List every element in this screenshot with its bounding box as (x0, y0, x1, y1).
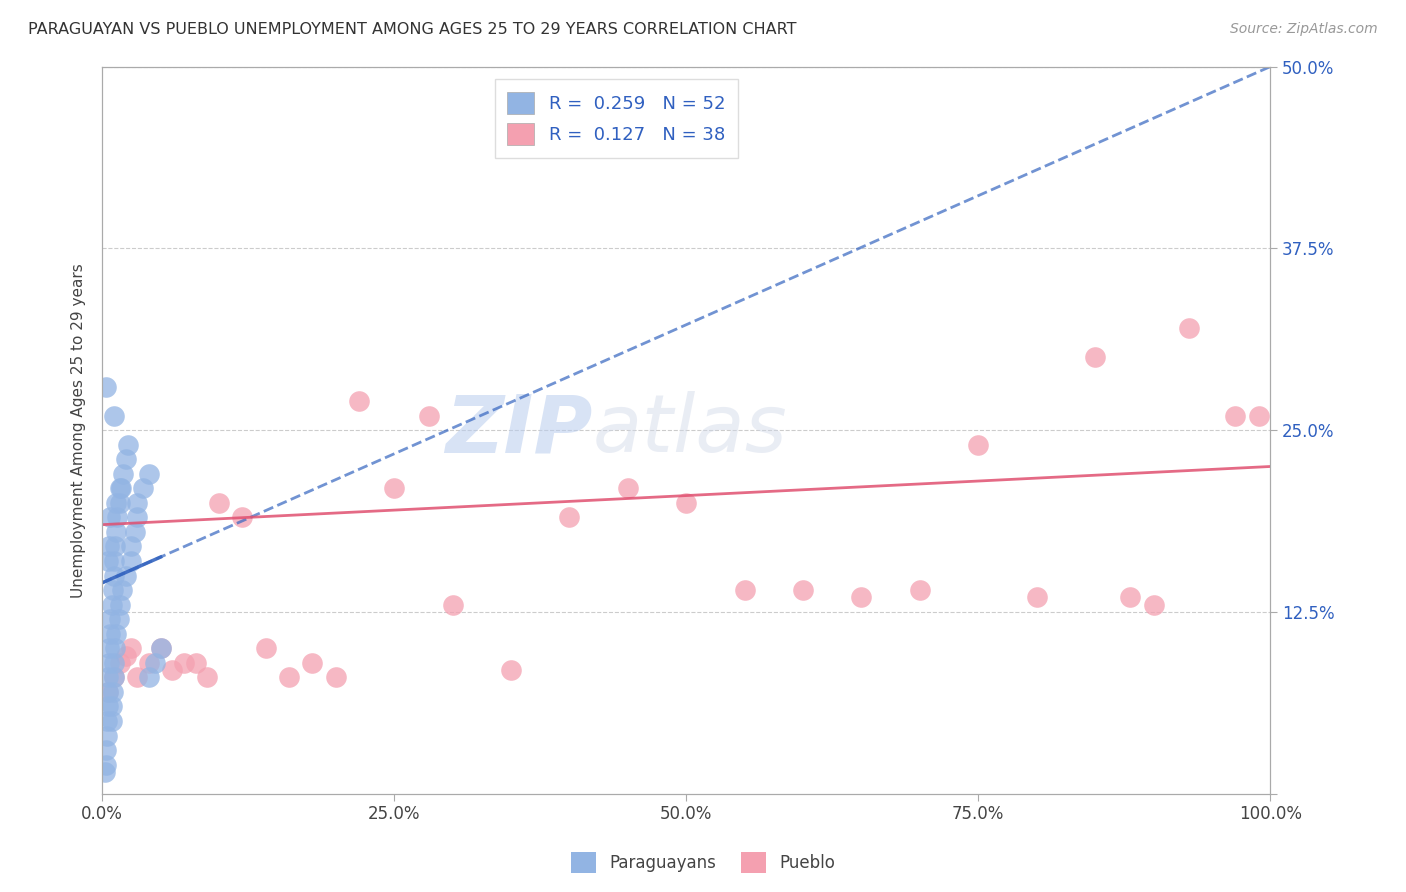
Point (851, 591, 873, 605)
Point (100, 626, 122, 640)
Point (108, 496, 131, 510)
Point (111, 583, 134, 598)
Point (1247, 409, 1270, 423)
Point (108, 598, 131, 612)
Point (108, 656, 131, 670)
Point (132, 481, 155, 495)
Point (127, 496, 149, 510)
Point (94, 743, 117, 757)
Point (94, 757, 117, 772)
Point (100, 699, 122, 714)
Point (107, 612, 129, 626)
Text: atlas: atlas (593, 391, 787, 469)
Point (120, 641, 142, 656)
Point (100, 714, 122, 728)
Point (1225, 409, 1247, 423)
Point (105, 524, 128, 539)
Point (967, 438, 990, 452)
Point (208, 496, 231, 510)
Point (138, 656, 160, 670)
Point (114, 568, 136, 582)
Point (617, 481, 640, 495)
Point (127, 510, 149, 524)
Point (138, 670, 160, 684)
Point (114, 648, 136, 663)
Point (105, 496, 128, 510)
Point (103, 409, 125, 423)
Point (104, 641, 127, 656)
Point (195, 670, 218, 684)
Point (149, 641, 172, 656)
Text: PARAGUAYAN VS PUEBLO UNEMPLOYMENT AMONG AGES 25 TO 29 YEARS CORRELATION CHART: PARAGUAYAN VS PUEBLO UNEMPLOYMENT AMONG … (28, 22, 797, 37)
Point (103, 670, 125, 684)
Point (101, 685, 124, 699)
Point (792, 583, 814, 598)
Point (184, 656, 207, 670)
Point (1025, 591, 1047, 605)
Point (278, 670, 301, 684)
Point (97, 685, 120, 699)
Point (254, 641, 277, 656)
Point (96, 729, 118, 743)
Point (231, 510, 253, 524)
Text: Source: ZipAtlas.com: Source: ZipAtlas.com (1230, 22, 1378, 37)
Y-axis label: Unemployment Among Ages 25 to 29 years: Unemployment Among Ages 25 to 29 years (72, 263, 86, 598)
Point (138, 467, 160, 481)
Point (103, 568, 125, 582)
Point (105, 510, 128, 524)
Point (675, 496, 697, 510)
Point (117, 438, 139, 452)
Point (97, 685, 120, 699)
Point (98, 540, 121, 554)
Point (418, 409, 440, 423)
Point (103, 656, 125, 670)
Point (96, 714, 118, 728)
Point (114, 452, 136, 467)
Legend: R =  0.259   N = 52, R =  0.127   N = 38: R = 0.259 N = 52, R = 0.127 N = 38 (495, 79, 738, 158)
Point (347, 394, 370, 409)
Point (100, 510, 122, 524)
Point (103, 670, 125, 684)
Point (94, 379, 117, 393)
Point (108, 481, 131, 495)
Point (149, 641, 172, 656)
Point (382, 481, 405, 495)
Point (1084, 351, 1107, 365)
Point (734, 583, 756, 598)
Point (112, 467, 135, 481)
Point (499, 663, 522, 677)
Point (120, 540, 142, 554)
Point (1177, 321, 1199, 335)
Point (97, 670, 120, 684)
Point (1142, 598, 1164, 612)
Point (98, 656, 121, 670)
Point (100, 612, 122, 626)
Point (301, 656, 323, 670)
Point (105, 626, 128, 640)
Legend: Paraguayans, Pueblo: Paraguayans, Pueblo (564, 846, 842, 880)
Text: ZIP: ZIP (446, 391, 593, 469)
Point (143, 656, 166, 670)
Point (124, 524, 146, 539)
Point (120, 554, 142, 568)
Point (1119, 591, 1142, 605)
Point (558, 510, 581, 524)
Point (103, 554, 125, 568)
Point (93, 764, 115, 779)
Point (173, 656, 195, 670)
Point (97, 699, 120, 714)
Point (441, 598, 464, 612)
Point (325, 670, 347, 684)
Point (98, 641, 121, 656)
Point (97, 554, 120, 568)
Point (104, 540, 127, 554)
Point (162, 663, 184, 677)
Point (100, 598, 122, 612)
Point (110, 481, 132, 495)
Point (101, 583, 124, 598)
Point (908, 583, 931, 598)
Point (127, 670, 149, 684)
